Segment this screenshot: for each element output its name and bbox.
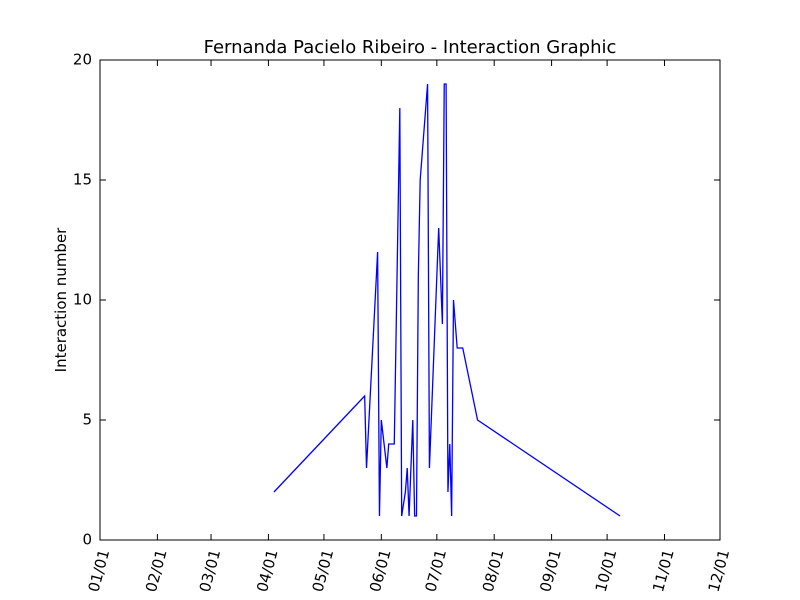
chart-title: Fernanda Pacielo Ribeiro - Interaction G… [204,37,617,58]
series-line-0 [273,83,621,517]
y-tick-label: 20 [73,51,92,69]
y-tick-label: 10 [73,291,92,309]
y-axis-title: Interaction number [52,227,70,373]
y-tick-label: 0 [82,531,92,549]
y-tick-label: 5 [82,411,92,429]
y-tick-label: 15 [73,171,92,189]
